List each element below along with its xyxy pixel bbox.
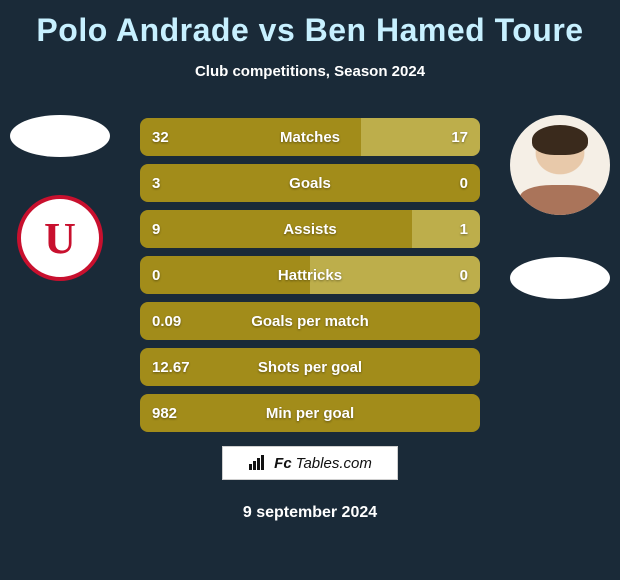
club-logo-left: U xyxy=(17,195,103,281)
club-logo-letter: U xyxy=(44,213,76,264)
stat-label: Min per goal xyxy=(140,405,480,422)
stat-label: Matches xyxy=(140,129,480,146)
page-subtitle: Club competitions, Season 2024 xyxy=(0,63,620,80)
stat-label: Hattricks xyxy=(140,267,480,284)
stat-row-goals-per-match: 0.09 Goals per match xyxy=(140,302,480,340)
stat-value-right: 1 xyxy=(460,221,468,238)
page-title: Polo Andrade vs Ben Hamed Toure xyxy=(0,0,620,49)
player-left-placeholder xyxy=(10,115,110,157)
brand-text-bold: Fc xyxy=(274,455,292,472)
footer-date: 9 september 2024 xyxy=(0,504,620,522)
stat-value-right: 0 xyxy=(460,267,468,284)
player-left-column: U xyxy=(10,115,110,281)
stat-value-right: 0 xyxy=(460,175,468,192)
stat-row-min-per-goal: 982 Min per goal xyxy=(140,394,480,432)
stat-row-hattricks: 0 Hattricks 0 xyxy=(140,256,480,294)
player-right-photo xyxy=(510,115,610,215)
chart-icon xyxy=(248,454,266,472)
stat-row-matches: 32 Matches 17 xyxy=(140,118,480,156)
stat-row-shots-per-goal: 12.67 Shots per goal xyxy=(140,348,480,386)
player-right-column xyxy=(510,115,610,299)
stats-container: 32 Matches 17 3 Goals 0 9 Assists 1 0 Ha… xyxy=(140,118,480,440)
brand-text-rest: Tables.com xyxy=(296,455,372,472)
stat-row-assists: 9 Assists 1 xyxy=(140,210,480,248)
stat-value-right: 17 xyxy=(451,129,468,146)
stat-label: Goals xyxy=(140,175,480,192)
stat-label: Goals per match xyxy=(140,313,480,330)
stat-label: Assists xyxy=(140,221,480,238)
club-right-placeholder xyxy=(510,257,610,299)
stat-row-goals: 3 Goals 0 xyxy=(140,164,480,202)
stat-label: Shots per goal xyxy=(140,359,480,376)
brand-badge: FcTables.com xyxy=(222,446,398,480)
